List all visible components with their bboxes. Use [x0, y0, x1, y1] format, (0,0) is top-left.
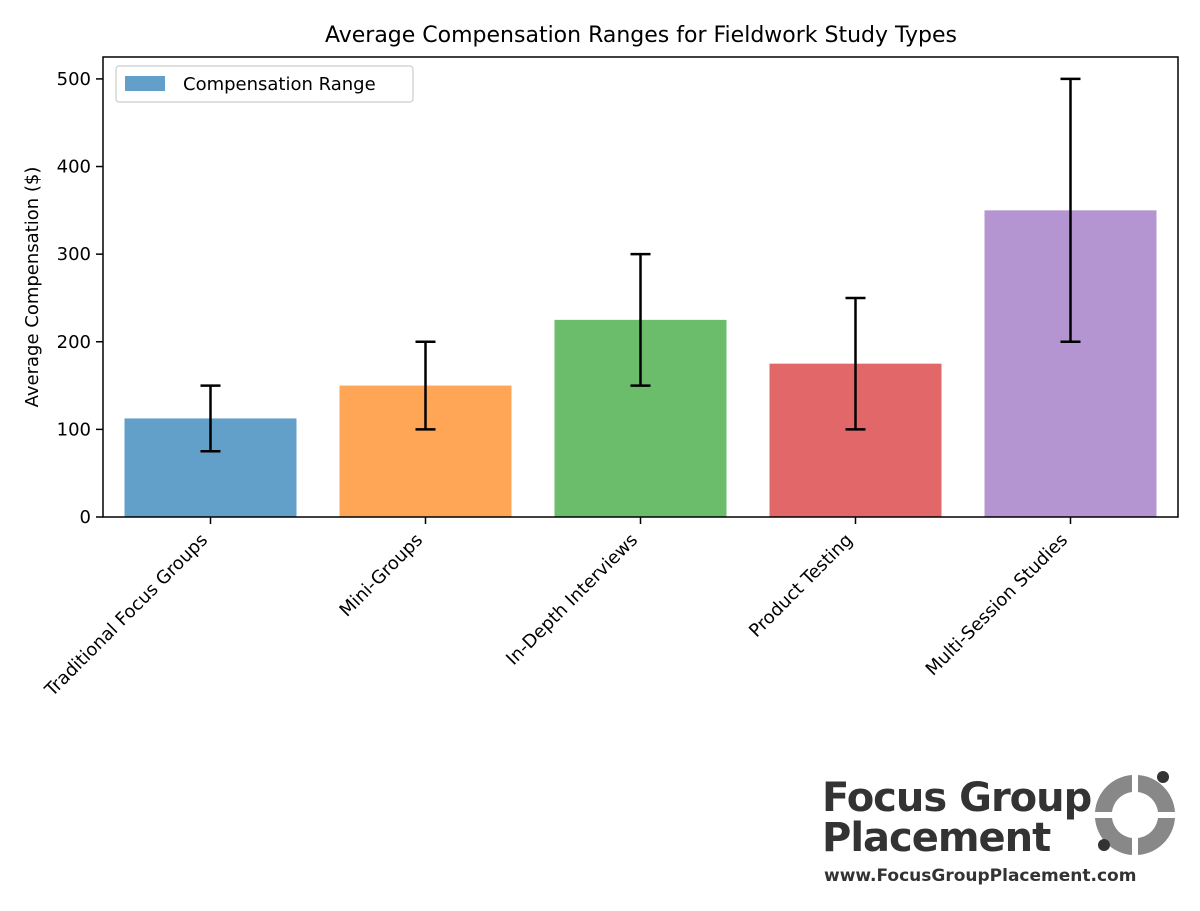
y-tick-label: 500 [57, 69, 91, 90]
error-bar [630, 252, 651, 387]
error-bars [200, 77, 1081, 453]
y-tick-label: 100 [57, 419, 91, 440]
y-tick-label: 400 [57, 157, 91, 178]
logo-ring-icon [1095, 771, 1175, 855]
logo-text-line2: Placement [822, 815, 1051, 861]
x-tick-label: In-Depth Interviews [502, 530, 642, 670]
x-tick-label: Mini-Groups [336, 530, 427, 621]
error-bar [1060, 77, 1081, 344]
legend-label: Compensation Range [183, 74, 376, 95]
plot-frame [102, 56, 1179, 518]
y-tick-label: 200 [57, 332, 91, 353]
company-logo: Focus Group Placement www.FocusGroupPlac… [822, 770, 1182, 900]
y-tick-label: 0 [80, 507, 91, 528]
x-axis: Traditional Focus Groups Mini-Groups In-De… [40, 517, 1072, 701]
error-bar [845, 296, 866, 431]
legend: Compensation Range [115, 65, 414, 103]
y-axis-label: Average Compensation ($) [22, 167, 43, 408]
y-tick-label: 300 [57, 244, 91, 265]
x-tick-label: Multi-Session Studies [922, 530, 1072, 680]
legend-swatch [125, 76, 165, 91]
chart: Average Compensation Ranges for Fieldwor… [22, 23, 1179, 701]
logo-url: www.FocusGroupPlacement.com [824, 866, 1137, 886]
y-axis: 0 100 200 300 400 500 [57, 69, 103, 528]
chart-title: Average Compensation Ranges for Fieldwor… [325, 23, 957, 48]
legend-frame [115, 65, 414, 103]
error-bar [415, 340, 436, 431]
logo-text-line1: Focus Group [822, 775, 1092, 821]
error-bar [200, 384, 221, 453]
x-tick-label: Traditional Focus Groups [40, 530, 212, 702]
x-tick-label: Product Testing [745, 530, 857, 642]
